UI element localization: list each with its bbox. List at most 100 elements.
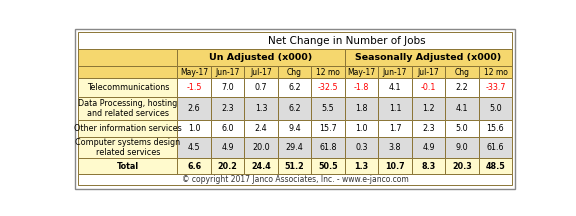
Text: Jul-17: Jul-17 (418, 68, 439, 77)
Text: 20.0: 20.0 (252, 143, 270, 152)
Bar (278, 78, 311, 97)
Text: -33.7: -33.7 (485, 83, 506, 92)
Bar (78, 66, 177, 78)
Text: 1.8: 1.8 (355, 104, 368, 113)
Bar (177, 66, 211, 78)
Text: and related services: and related services (87, 109, 169, 118)
Text: 5.0: 5.0 (489, 104, 502, 113)
Text: 5.0: 5.0 (456, 124, 468, 133)
Text: Jul-17: Jul-17 (250, 68, 272, 77)
Bar (378, 137, 412, 158)
Bar (345, 120, 378, 137)
Text: 12 mo: 12 mo (316, 68, 340, 77)
Bar (244, 120, 278, 137)
Bar (78, 174, 512, 184)
Text: -1.5: -1.5 (187, 83, 202, 92)
Bar (278, 137, 311, 158)
Text: 20.3: 20.3 (452, 162, 472, 171)
Text: 24.4: 24.4 (251, 162, 271, 171)
Bar (211, 120, 244, 137)
Text: 4.1: 4.1 (389, 83, 401, 92)
Bar (479, 97, 512, 120)
Bar (311, 78, 345, 97)
Text: 6.2: 6.2 (288, 104, 301, 113)
Text: 51.2: 51.2 (285, 162, 305, 171)
Text: Total: Total (117, 162, 139, 171)
Bar (345, 158, 378, 174)
Text: 1.0: 1.0 (188, 124, 200, 133)
Text: 12 mo: 12 mo (483, 68, 507, 77)
Text: 2.3: 2.3 (221, 104, 234, 113)
Bar (479, 66, 512, 78)
Bar (412, 158, 445, 174)
Bar (378, 97, 412, 120)
Bar (211, 97, 244, 120)
Bar (311, 66, 345, 78)
Text: 6.2: 6.2 (288, 83, 301, 92)
Text: Chg: Chg (287, 68, 302, 77)
Bar (244, 78, 278, 97)
Bar (311, 158, 345, 174)
Text: 1.1: 1.1 (389, 104, 401, 113)
Text: May-17: May-17 (347, 68, 376, 77)
Text: 1.3: 1.3 (255, 104, 267, 113)
Text: 2.6: 2.6 (188, 104, 200, 113)
Text: Un Adjusted (x000): Un Adjusted (x000) (210, 53, 313, 62)
Text: 1.0: 1.0 (355, 124, 368, 133)
Text: 10.7: 10.7 (385, 162, 405, 171)
Text: 4.1: 4.1 (456, 104, 468, 113)
Text: 9.4: 9.4 (288, 124, 301, 133)
Text: 2.4: 2.4 (255, 124, 267, 133)
Text: Chg: Chg (454, 68, 469, 77)
Text: Computer systems design: Computer systems design (75, 138, 180, 147)
Text: 61.8: 61.8 (319, 143, 337, 152)
Bar (445, 66, 479, 78)
Text: 1.3: 1.3 (354, 162, 369, 171)
Text: 15.7: 15.7 (319, 124, 337, 133)
Bar (244, 137, 278, 158)
Bar (177, 49, 345, 66)
Bar (479, 78, 512, 97)
Bar (278, 66, 311, 78)
Text: Telecommunications: Telecommunications (86, 83, 169, 92)
Bar (412, 66, 445, 78)
Bar (211, 66, 244, 78)
Bar (278, 158, 311, 174)
Bar (345, 49, 512, 66)
Bar (177, 120, 211, 137)
Text: 3.8: 3.8 (389, 143, 401, 152)
Bar (479, 120, 512, 137)
Bar (311, 97, 345, 120)
Text: © copyright 2017 Janco Associates, Inc. - www.e-janco.com: © copyright 2017 Janco Associates, Inc. … (182, 175, 408, 184)
Bar (412, 137, 445, 158)
Text: May-17: May-17 (180, 68, 208, 77)
Bar (479, 137, 512, 158)
Bar (78, 137, 177, 158)
Text: -32.5: -32.5 (318, 83, 338, 92)
Bar (378, 66, 412, 78)
Bar (445, 97, 479, 120)
Bar (211, 158, 244, 174)
Text: 4.9: 4.9 (422, 143, 435, 152)
Text: Seasonally Adjusted (x000): Seasonally Adjusted (x000) (355, 53, 502, 62)
Bar (177, 158, 211, 174)
Bar (378, 120, 412, 137)
Text: 29.4: 29.4 (286, 143, 304, 152)
Bar (278, 120, 311, 137)
Bar (78, 49, 177, 66)
Text: 6.0: 6.0 (221, 124, 234, 133)
Bar (445, 158, 479, 174)
Bar (177, 97, 211, 120)
Bar (445, 120, 479, 137)
Bar (311, 120, 345, 137)
Bar (244, 158, 278, 174)
Text: -1.8: -1.8 (354, 83, 369, 92)
Bar (244, 97, 278, 120)
Text: 48.5: 48.5 (486, 162, 505, 171)
Text: Other information services: Other information services (74, 124, 181, 133)
Bar (78, 97, 177, 120)
Text: 9.0: 9.0 (456, 143, 468, 152)
Bar (311, 137, 345, 158)
Text: 15.6: 15.6 (487, 124, 504, 133)
Text: 0.7: 0.7 (255, 83, 267, 92)
